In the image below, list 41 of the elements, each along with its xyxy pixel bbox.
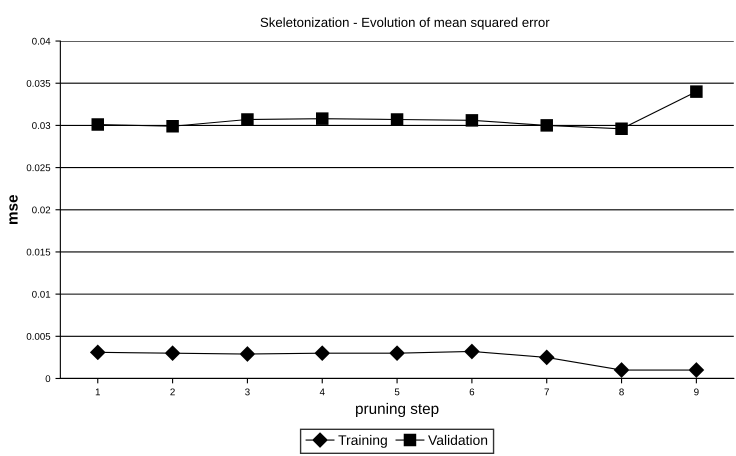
point (615, 122, 628, 136)
x-axis-title: pruning step (356, 402, 438, 418)
x-tick-label: 4 (320, 388, 325, 396)
point (165, 346, 180, 361)
x-tick-label: 3 (245, 388, 250, 396)
legend-label: Validation (428, 434, 488, 446)
point (539, 350, 554, 365)
x-tick-label: 6 (470, 388, 474, 396)
point (390, 346, 405, 361)
y-tick-label: 0.03 (32, 122, 50, 130)
y-tick-label: 0.015 (26, 248, 50, 256)
x-tick-label: 8 (619, 388, 624, 396)
point (314, 346, 330, 361)
y-tick-label: 0.02 (32, 206, 50, 214)
point (90, 344, 106, 360)
point (166, 120, 179, 132)
legend-label: Training (338, 434, 387, 448)
point (688, 362, 704, 378)
x-tick-label: 5 (394, 388, 400, 396)
x-tick-label: 2 (170, 388, 175, 396)
chart-title: Skeletonization - Evolution of mean squared error (260, 17, 550, 30)
point (540, 119, 553, 132)
x-tick-label: 1 (96, 388, 100, 396)
point (92, 118, 104, 131)
y-axis-title: mse (9, 194, 18, 224)
y-tick-label: 0.005 (26, 333, 50, 340)
point (390, 113, 404, 126)
point (464, 344, 480, 360)
point (240, 346, 255, 362)
y-tick-label: 0 (46, 375, 50, 382)
point (614, 362, 630, 378)
point (466, 114, 478, 127)
x-tick-label: 7 (544, 388, 549, 396)
x-tick-label: 9 (694, 388, 699, 396)
point (241, 113, 254, 126)
point (316, 112, 328, 125)
point (690, 85, 703, 98)
y-tick-label: 0.025 (26, 164, 50, 172)
y-tick-label: 0.01 (32, 290, 50, 298)
y-tick-label: 0.035 (26, 80, 50, 87)
y-tick-label: 0.04 (32, 38, 50, 45)
